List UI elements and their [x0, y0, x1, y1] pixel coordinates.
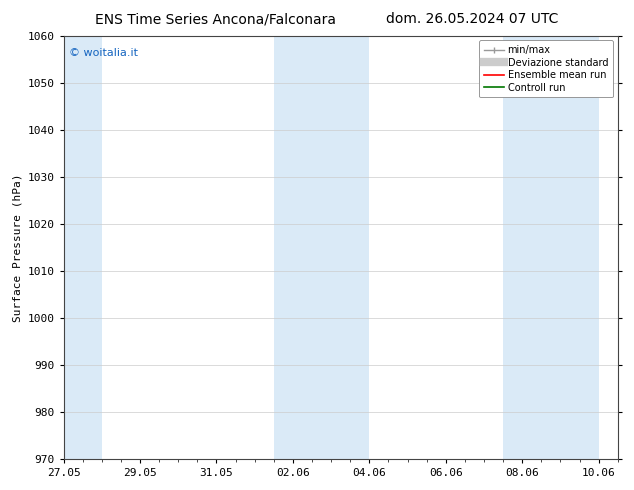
Text: dom. 26.05.2024 07 UTC: dom. 26.05.2024 07 UTC: [385, 12, 558, 26]
Text: ENS Time Series Ancona/Falconara: ENS Time Series Ancona/Falconara: [95, 12, 336, 26]
Text: © woitalia.it: © woitalia.it: [69, 49, 138, 58]
Legend: min/max, Deviazione standard, Ensemble mean run, Controll run: min/max, Deviazione standard, Ensemble m…: [479, 41, 613, 98]
Bar: [331, 36, 370, 459]
Bar: [503, 36, 560, 459]
Y-axis label: Surface Pressure (hPa): Surface Pressure (hPa): [12, 173, 22, 321]
Bar: [274, 36, 331, 459]
Bar: [63, 36, 102, 459]
Bar: [560, 36, 598, 459]
